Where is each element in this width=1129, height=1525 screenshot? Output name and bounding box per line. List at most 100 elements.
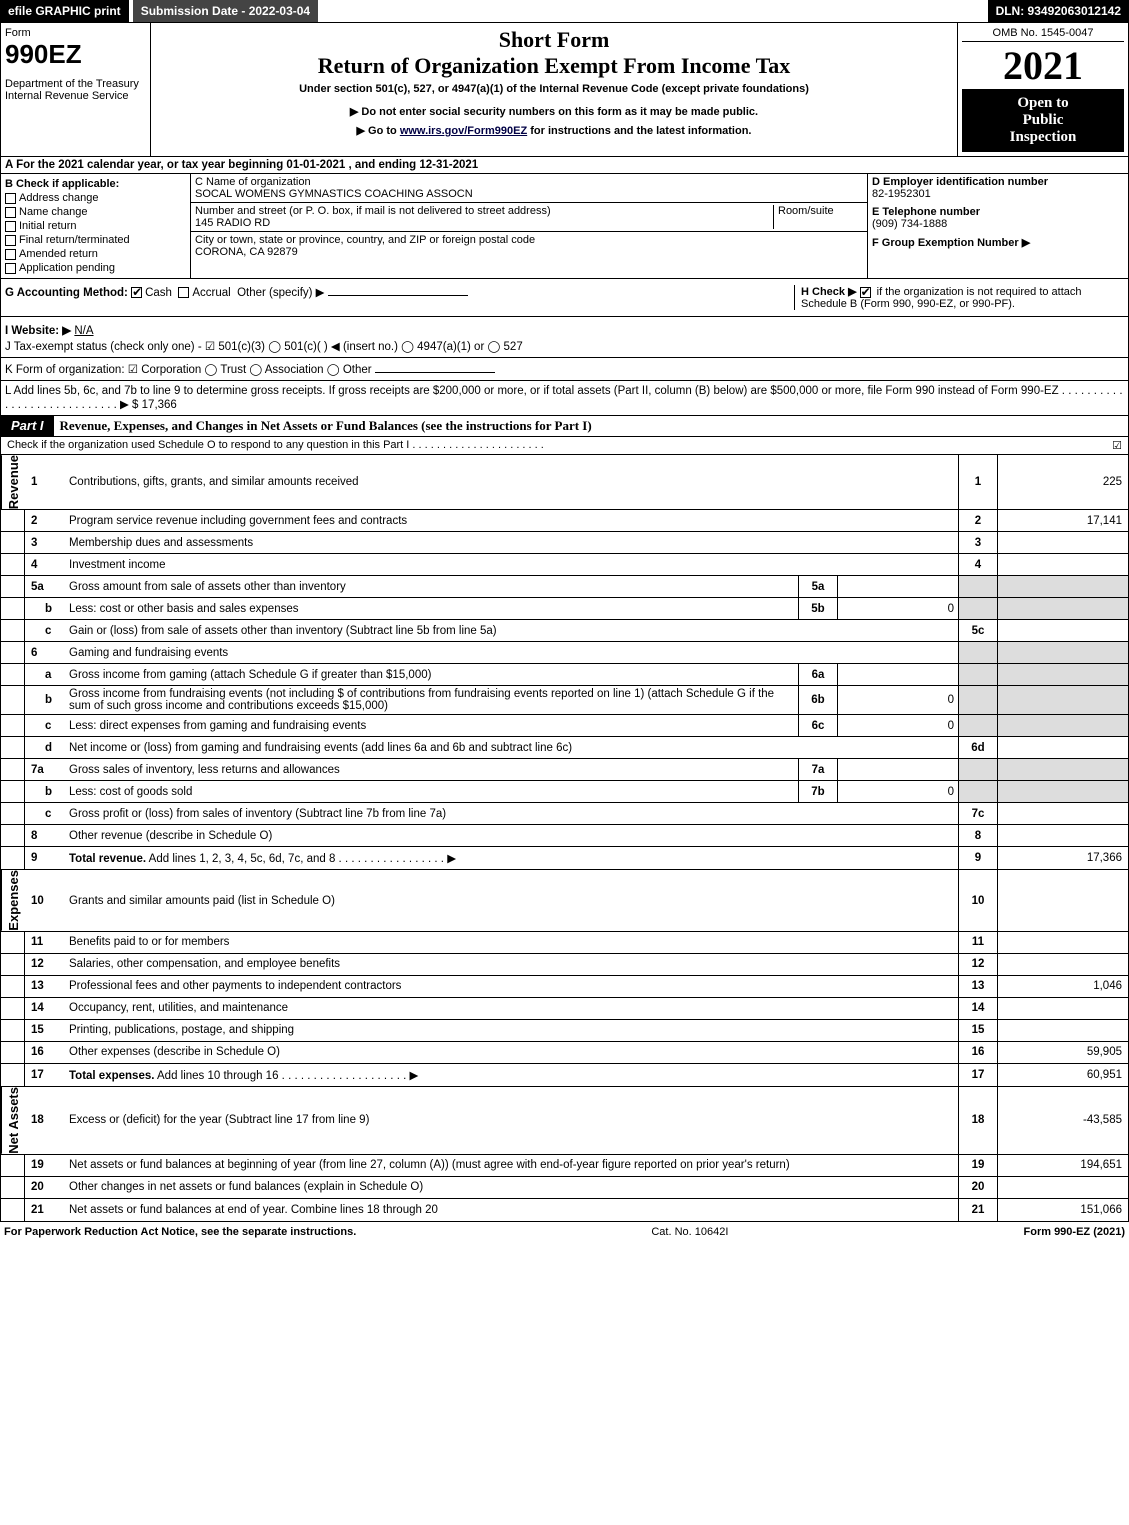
line-number: 1 — [25, 455, 65, 509]
inner-line-number: 6c — [798, 715, 838, 736]
line-20: 20Other changes in net assets or fund ba… — [1, 1177, 1128, 1199]
line-description: Contributions, gifts, grants, and simila… — [65, 474, 958, 490]
line-3: 3Membership dues and assessments3 — [1, 532, 1128, 554]
right-line-number: 9 — [958, 847, 998, 869]
line-description: Salaries, other compensation, and employ… — [65, 956, 958, 972]
line-number: 19 — [25, 1155, 65, 1176]
right-line-value — [998, 803, 1128, 824]
line-9: 9Total revenue. Add lines 1, 2, 3, 4, 5c… — [1, 847, 1128, 869]
other-org-input[interactable] — [375, 372, 495, 373]
ein-value: 82-1952301 — [872, 188, 1124, 200]
g-accounting-method: G Accounting Method: Cash Accrual Other … — [5, 285, 794, 310]
right-line-number — [958, 715, 998, 736]
right-line-value — [998, 620, 1128, 641]
chk-application-pending[interactable]: Application pending — [5, 262, 186, 274]
h-schedule-b: H Check ▶ if the organization is not req… — [794, 285, 1124, 310]
right-line-value: -43,585 — [998, 1087, 1128, 1154]
right-line-number: 1 — [958, 455, 998, 509]
right-line-number: 5c — [958, 620, 998, 641]
net-assets-grid: Net Assets18Excess or (deficit) for the … — [0, 1087, 1129, 1222]
chk-name-change[interactable]: Name change — [5, 206, 186, 218]
right-line-number: 12 — [958, 954, 998, 975]
inner-line-value: 0 — [838, 715, 958, 736]
line-number: 18 — [25, 1087, 65, 1154]
omb-number: OMB No. 1545-0047 — [962, 27, 1124, 42]
line-d: dNet income or (loss) from gaming and fu… — [1, 737, 1128, 759]
chk-address-change[interactable]: Address change — [5, 192, 186, 204]
part-1-title: Revenue, Expenses, and Changes in Net As… — [54, 416, 1128, 436]
gross-receipts-value: 17,366 — [142, 399, 177, 411]
right-line-value: 151,066 — [998, 1199, 1128, 1221]
chk-schedule-b[interactable] — [860, 287, 871, 298]
open-line-1: Open to — [964, 95, 1122, 112]
line-13: 13Professional fees and other payments t… — [1, 976, 1128, 998]
form-number: 990EZ — [5, 39, 146, 70]
right-line-value — [998, 825, 1128, 846]
right-line-number: 11 — [958, 932, 998, 953]
inner-line-number: 6a — [798, 664, 838, 685]
f-group-exemption: F Group Exemption Number ▶ — [872, 236, 1124, 249]
line-number: 6 — [25, 642, 65, 663]
line-number: c — [25, 803, 65, 824]
row-gh: G Accounting Method: Cash Accrual Other … — [0, 279, 1129, 317]
line-number: c — [25, 715, 65, 736]
room-suite-label: Room/suite — [773, 205, 863, 229]
inner-line-number: 5b — [798, 598, 838, 619]
line-description: Other revenue (describe in Schedule O) — [65, 828, 958, 844]
line-number: d — [25, 737, 65, 758]
line-number: 17 — [25, 1064, 65, 1086]
vtab-revenue: Revenue — [1, 455, 25, 509]
line-15: 15Printing, publications, postage, and s… — [1, 1020, 1128, 1042]
inner-line-value: 0 — [838, 686, 958, 714]
line-7a: 7aGross sales of inventory, less returns… — [1, 759, 1128, 781]
chk-accrual[interactable] — [178, 287, 189, 298]
dln-badge: DLN: 93492063012142 — [988, 0, 1129, 22]
under-section-text: Under section 501(c), 527, or 4947(a)(1)… — [159, 83, 949, 95]
right-line-value — [998, 759, 1128, 780]
part-1-header: Part I Revenue, Expenses, and Changes in… — [0, 416, 1129, 437]
right-line-number: 18 — [958, 1087, 998, 1154]
line-description: Professional fees and other payments to … — [65, 978, 958, 994]
right-line-value — [998, 664, 1128, 685]
line-number: 11 — [25, 932, 65, 953]
line-description: Total expenses. Add lines 10 through 16 … — [65, 1066, 958, 1084]
right-line-value — [998, 781, 1128, 802]
irs-link[interactable]: www.irs.gov/Form990EZ — [400, 125, 527, 137]
right-line-value: 17,141 — [998, 510, 1128, 531]
line-description: Other changes in net assets or fund bala… — [65, 1179, 958, 1195]
omb-year-box: OMB No. 1545-0047 2021 Open to Public In… — [958, 23, 1128, 156]
chk-initial-return[interactable]: Initial return — [5, 220, 186, 232]
right-line-value — [998, 576, 1128, 597]
right-line-value: 60,951 — [998, 1064, 1128, 1086]
line-number: 16 — [25, 1042, 65, 1063]
inner-line-number: 6b — [798, 686, 838, 714]
do-not-enter-text: ▶ Do not enter social security numbers o… — [159, 105, 949, 118]
chk-cash[interactable] — [131, 287, 142, 298]
right-line-number: 13 — [958, 976, 998, 997]
expenses-grid: Expenses10Grants and similar amounts pai… — [0, 870, 1129, 1087]
right-line-number: 19 — [958, 1155, 998, 1176]
line-10: Expenses10Grants and similar amounts pai… — [1, 870, 1128, 932]
open-line-2: Public — [964, 112, 1122, 129]
section-def: D Employer identification number 82-1952… — [868, 174, 1128, 278]
efile-badge[interactable]: efile GRAPHIC print — [0, 0, 129, 22]
footer-paperwork: For Paperwork Reduction Act Notice, see … — [4, 1226, 356, 1238]
line-5a: 5aGross amount from sale of assets other… — [1, 576, 1128, 598]
right-line-value — [998, 598, 1128, 619]
right-line-value: 1,046 — [998, 976, 1128, 997]
line-number: 8 — [25, 825, 65, 846]
right-line-number — [958, 598, 998, 619]
other-specify-input[interactable] — [328, 295, 468, 296]
org-name: SOCAL WOMENS GYMNASTICS COACHING ASSOCN — [195, 188, 863, 200]
chk-amended-return[interactable]: Amended return — [5, 248, 186, 260]
line-number: 13 — [25, 976, 65, 997]
chk-final-return[interactable]: Final return/terminated — [5, 234, 186, 246]
line-number: 21 — [25, 1199, 65, 1221]
goto-pre: ▶ Go to — [357, 125, 400, 137]
line-12: 12Salaries, other compensation, and empl… — [1, 954, 1128, 976]
line-c: cLess: direct expenses from gaming and f… — [1, 715, 1128, 737]
part-1-checkbox[interactable]: ☑ — [1112, 439, 1122, 452]
right-line-value — [998, 1020, 1128, 1041]
vtab-net-assets: Net Assets — [1, 1087, 25, 1154]
c-label: C Name of organization — [195, 176, 863, 188]
